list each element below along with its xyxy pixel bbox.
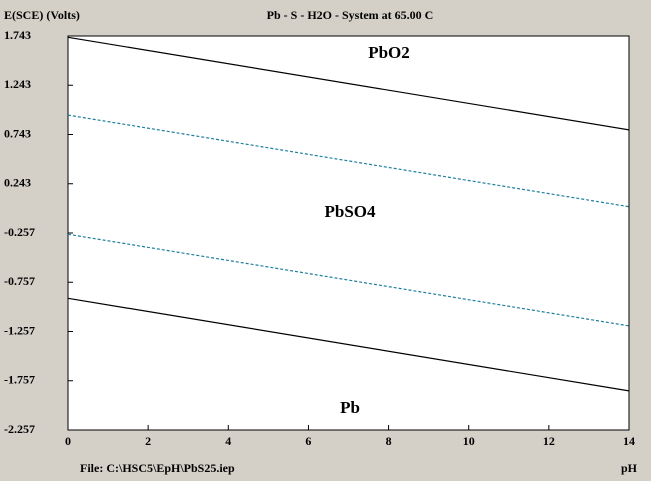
y-tick-label: -1.757 [4, 373, 35, 387]
y-tick-label: 0.743 [4, 126, 31, 140]
x-axis-label: pH [621, 461, 638, 475]
y-tick-label: 0.243 [4, 176, 31, 190]
x-tick-label: 6 [305, 434, 311, 448]
y-tick-label: -0.257 [4, 225, 35, 239]
x-tick-label: 14 [623, 434, 635, 448]
y-tick-label: -1.257 [4, 323, 35, 337]
plot-area [67, 35, 630, 431]
y-tick-label: 1.743 [4, 28, 31, 42]
footer: File: C:\HSC5\EpH\PbS25.iep [80, 461, 235, 475]
y-tick-label: 1.243 [4, 77, 31, 91]
region-label: PbO2 [368, 43, 410, 62]
series-line [67, 36, 630, 131]
region-label: PbSO4 [324, 202, 376, 221]
y-tick-label: -2.257 [4, 422, 35, 436]
x-tick-label: 10 [463, 434, 475, 448]
x-tick-label: 12 [543, 434, 555, 448]
chart-title: Pb - S - H2O - System at 65.00 C [267, 8, 434, 22]
y-tick-label: -0.757 [4, 274, 35, 288]
x-tick-label: 4 [225, 434, 231, 448]
series-line [67, 297, 630, 392]
x-tick-label: 0 [65, 434, 71, 448]
x-tick-label: 8 [386, 434, 392, 448]
y-axis-label: E(SCE) (Volts) [4, 8, 80, 22]
x-tick-label: 2 [145, 434, 151, 448]
region-label: Pb [340, 398, 360, 417]
